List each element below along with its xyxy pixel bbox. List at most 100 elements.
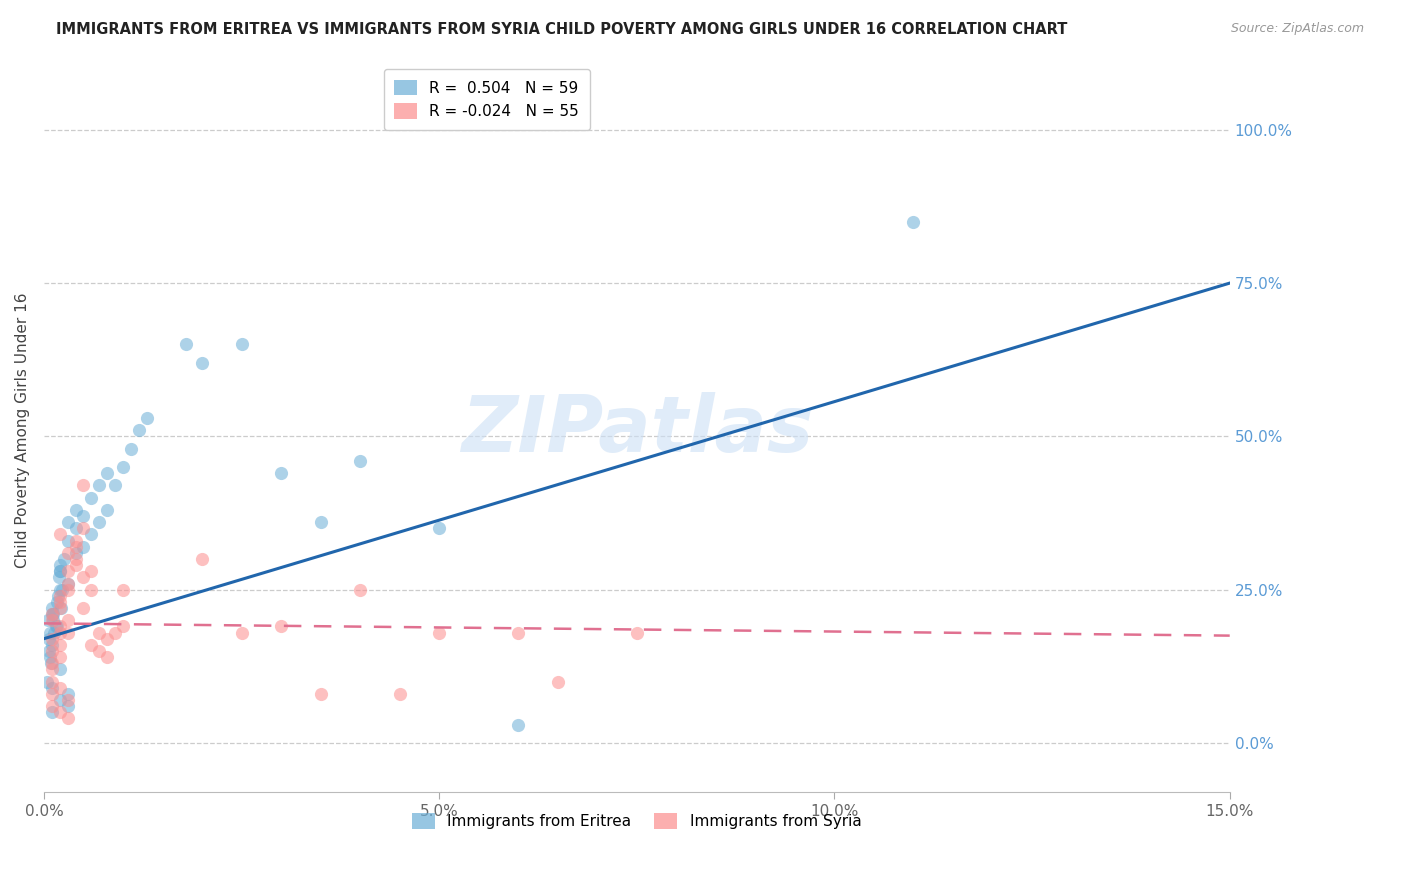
Point — [89, 515, 111, 529]
Point — [72, 601, 94, 615]
Point — [128, 423, 150, 437]
Text: Source: ZipAtlas.com: Source: ZipAtlas.com — [1230, 22, 1364, 36]
Point — [41, 607, 63, 622]
Point — [349, 454, 371, 468]
Point — [41, 687, 63, 701]
Point — [72, 521, 94, 535]
Point — [46, 619, 69, 633]
Point — [41, 657, 63, 671]
Point — [48, 558, 70, 573]
Point — [41, 699, 63, 714]
Point — [80, 582, 103, 597]
Point — [48, 625, 70, 640]
Point — [48, 705, 70, 719]
Point — [72, 509, 94, 524]
Point — [80, 638, 103, 652]
Point — [104, 478, 127, 492]
Text: IMMIGRANTS FROM ERITREA VS IMMIGRANTS FROM SYRIA CHILD POVERTY AMONG GIRLS UNDER: IMMIGRANTS FROM ERITREA VS IMMIGRANTS FR… — [56, 22, 1067, 37]
Point — [547, 674, 569, 689]
Point — [65, 546, 87, 560]
Point — [72, 540, 94, 554]
Point — [45, 619, 67, 633]
Text: ZIPatlas: ZIPatlas — [461, 392, 813, 468]
Point — [80, 491, 103, 505]
Point — [48, 564, 70, 578]
Point — [41, 601, 63, 615]
Point — [56, 533, 79, 548]
Point — [56, 576, 79, 591]
Point — [39, 625, 62, 640]
Point — [508, 717, 530, 731]
Point — [72, 570, 94, 584]
Point — [41, 681, 63, 695]
Point — [46, 589, 69, 603]
Point — [349, 582, 371, 597]
Point — [56, 564, 79, 578]
Point — [104, 625, 127, 640]
Point — [48, 595, 70, 609]
Point — [111, 582, 134, 597]
Point — [111, 460, 134, 475]
Point — [270, 466, 292, 480]
Point — [38, 632, 60, 646]
Point — [427, 521, 450, 535]
Point — [96, 466, 118, 480]
Point — [51, 582, 73, 597]
Point — [56, 546, 79, 560]
Point — [41, 662, 63, 676]
Point — [427, 625, 450, 640]
Point — [111, 619, 134, 633]
Point — [120, 442, 142, 456]
Point — [44, 625, 66, 640]
Point — [65, 521, 87, 535]
Point — [51, 601, 73, 615]
Point — [309, 515, 332, 529]
Point — [80, 527, 103, 541]
Point — [96, 650, 118, 665]
Point — [626, 625, 648, 640]
Point — [41, 674, 63, 689]
Point — [56, 515, 79, 529]
Point — [56, 687, 79, 701]
Point — [56, 711, 79, 725]
Point — [45, 595, 67, 609]
Point — [65, 558, 87, 573]
Point — [48, 681, 70, 695]
Point — [42, 607, 65, 622]
Point — [191, 552, 214, 566]
Point — [65, 503, 87, 517]
Point — [135, 411, 157, 425]
Point — [89, 644, 111, 658]
Point — [48, 564, 70, 578]
Point — [231, 625, 253, 640]
Point — [48, 527, 70, 541]
Point — [65, 552, 87, 566]
Point — [96, 632, 118, 646]
Y-axis label: Child Poverty Among Girls Under 16: Child Poverty Among Girls Under 16 — [15, 293, 30, 568]
Point — [174, 337, 197, 351]
Point — [56, 576, 79, 591]
Point — [56, 625, 79, 640]
Point — [56, 699, 79, 714]
Point — [48, 693, 70, 707]
Point — [56, 693, 79, 707]
Point — [72, 478, 94, 492]
Point — [191, 356, 214, 370]
Point — [39, 657, 62, 671]
Point — [508, 625, 530, 640]
Point — [309, 687, 332, 701]
Point — [48, 662, 70, 676]
Point — [65, 540, 87, 554]
Point — [41, 613, 63, 627]
Point — [41, 607, 63, 622]
Point — [96, 503, 118, 517]
Point — [37, 613, 59, 627]
Point — [41, 638, 63, 652]
Point — [89, 625, 111, 640]
Point — [56, 582, 79, 597]
Point — [48, 650, 70, 665]
Point — [39, 650, 62, 665]
Point — [48, 638, 70, 652]
Point — [56, 613, 79, 627]
Point — [231, 337, 253, 351]
